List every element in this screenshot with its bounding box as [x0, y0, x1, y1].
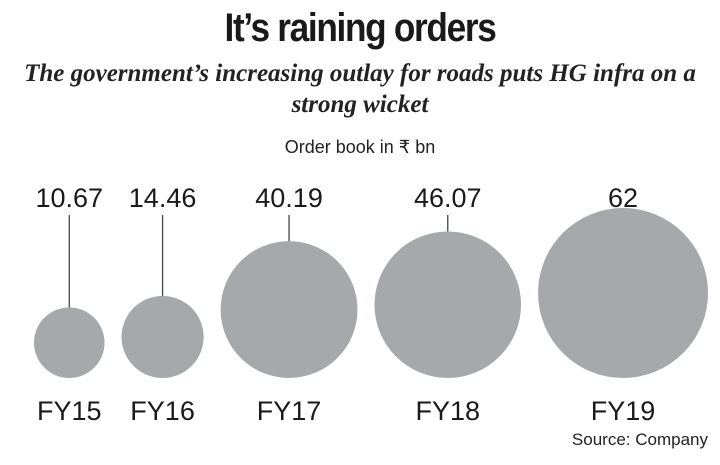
bubble-group-fy15: 10.67 FY15	[33, 183, 105, 426]
bubble-group-fy18: 46.07 FY18	[374, 183, 522, 426]
value-label: 10.67	[35, 183, 103, 213]
bubble-group-fy17: 40.19 FY17	[220, 183, 358, 426]
value-label: 14.46	[129, 183, 197, 213]
category-label: FY18	[415, 396, 480, 426]
chart-subtitle: The government’s increasing outlay for r…	[24, 60, 696, 118]
bubble	[33, 307, 105, 378]
bubble	[121, 295, 204, 378]
chart-title: It’s raining orders	[224, 6, 497, 50]
value-label: 46.07	[414, 183, 482, 213]
bubble-group-fy19: 62 FY19	[538, 183, 709, 426]
bubble	[220, 241, 358, 378]
category-label: FY17	[257, 396, 322, 426]
value-label: 40.19	[255, 183, 323, 213]
category-label: FY16	[130, 396, 195, 426]
bubble	[538, 208, 709, 378]
category-label: FY19	[591, 396, 656, 426]
bubble-group-fy16: 14.46 FY16	[121, 183, 204, 426]
unit-label: Order book in ₹ bn	[284, 137, 436, 157]
category-label: FY15	[37, 396, 102, 426]
bubble	[374, 231, 522, 378]
value-label: 62	[608, 183, 638, 213]
source-note: Source: Company	[571, 430, 708, 449]
